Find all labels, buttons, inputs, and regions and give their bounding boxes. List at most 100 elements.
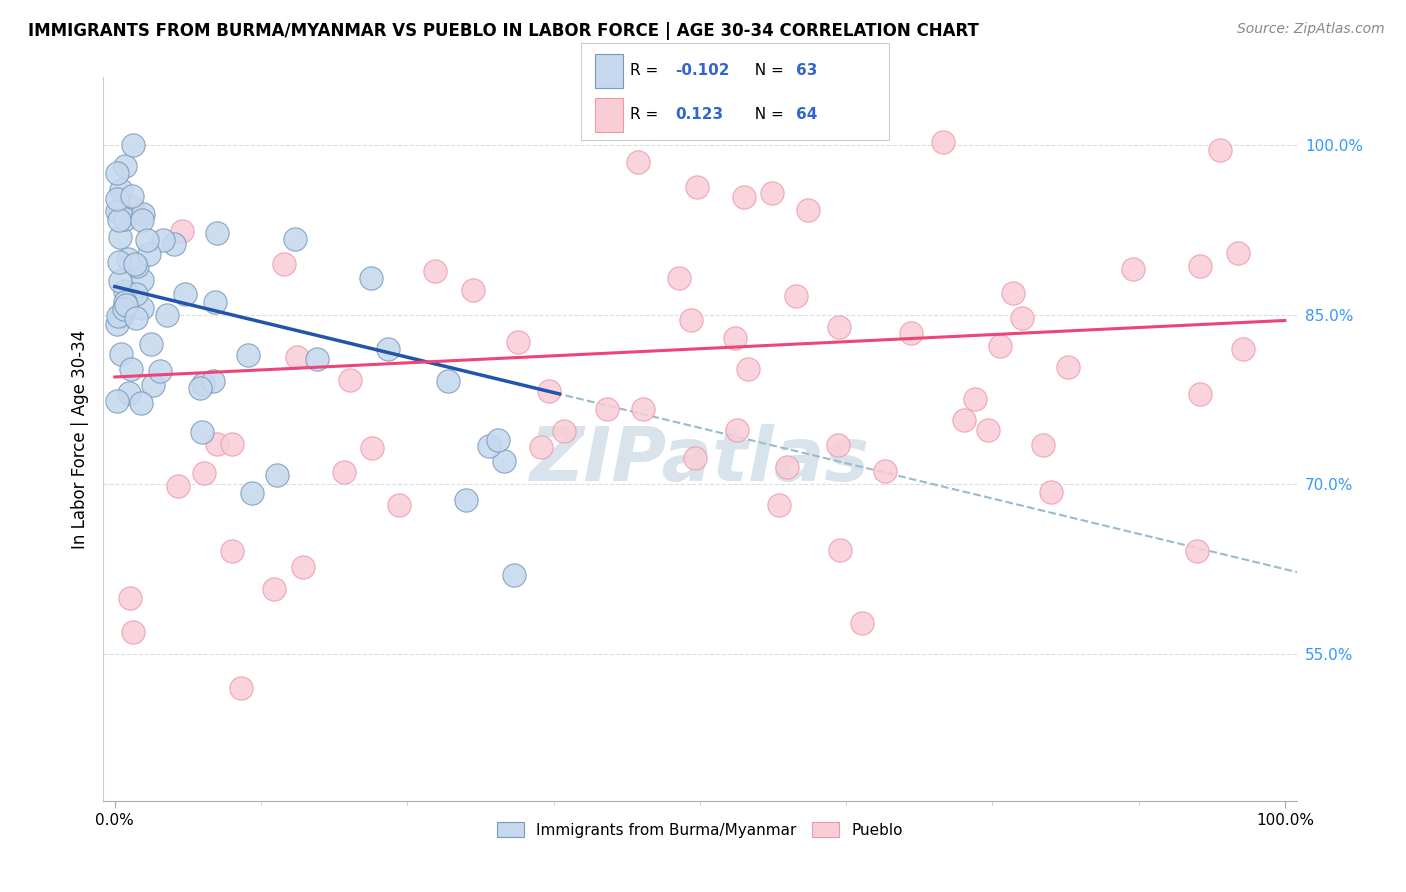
Point: [266, 468, 288, 483]
Point: [114, 294, 136, 309]
Point: [529, 440, 551, 454]
Point: [121, 138, 143, 153]
Point: [138, 247, 160, 261]
Point: [139, 337, 162, 351]
Point: [725, 423, 748, 437]
Point: [1031, 438, 1053, 452]
Text: R =: R =: [630, 107, 664, 122]
Point: [1189, 386, 1212, 401]
Point: [108, 212, 131, 227]
Point: [1057, 360, 1080, 375]
Point: [284, 232, 307, 246]
Text: N =: N =: [745, 107, 789, 122]
Point: [827, 438, 849, 452]
Point: [761, 186, 783, 201]
Point: [110, 347, 132, 361]
Point: [131, 301, 153, 315]
Point: [339, 373, 361, 387]
Point: [117, 252, 139, 267]
Point: [135, 233, 157, 247]
Point: [120, 362, 142, 376]
Point: [263, 582, 285, 596]
Text: 63: 63: [796, 63, 817, 78]
Point: [124, 257, 146, 271]
Point: [873, 464, 896, 478]
Point: [387, 498, 409, 512]
Point: [437, 374, 460, 388]
Point: [627, 154, 650, 169]
Point: [191, 425, 214, 440]
Point: [236, 348, 259, 362]
Point: [553, 424, 575, 438]
Point: [1122, 261, 1144, 276]
Point: [361, 441, 384, 455]
Point: [900, 326, 922, 340]
Point: [166, 479, 188, 493]
Point: [202, 374, 225, 388]
Point: [332, 465, 354, 479]
Point: [291, 560, 314, 574]
Text: ZIPatlas: ZIPatlas: [530, 425, 870, 498]
Y-axis label: In Labor Force | Age 30-34: In Labor Force | Age 30-34: [72, 329, 89, 549]
Point: [681, 313, 703, 327]
Point: [110, 183, 132, 197]
Point: [105, 204, 128, 219]
Point: [129, 396, 152, 410]
Point: [121, 200, 143, 214]
Point: [125, 311, 148, 326]
Point: [240, 486, 263, 500]
Point: [142, 378, 165, 392]
Point: [108, 229, 131, 244]
Point: [131, 207, 153, 221]
Point: [668, 270, 690, 285]
Point: [931, 135, 953, 149]
Point: [108, 205, 131, 219]
Point: [537, 384, 560, 398]
Point: [131, 273, 153, 287]
Point: [797, 202, 820, 217]
Point: [478, 439, 501, 453]
Point: [221, 436, 243, 450]
Point: [149, 364, 172, 378]
Point: [105, 394, 128, 409]
Point: [775, 460, 797, 475]
Point: [1187, 544, 1209, 558]
Point: [105, 317, 128, 331]
Point: [963, 392, 986, 407]
Point: [105, 192, 128, 206]
Point: [190, 381, 212, 395]
Point: [1040, 485, 1063, 500]
Text: R =: R =: [630, 63, 664, 78]
Point: [492, 453, 515, 467]
Text: 64: 64: [796, 107, 817, 122]
Point: [120, 591, 142, 605]
Point: [110, 308, 132, 322]
Point: [463, 283, 485, 297]
Point: [174, 286, 197, 301]
Point: [107, 309, 129, 323]
Point: [425, 264, 447, 278]
Point: [114, 298, 136, 312]
Text: -0.102: -0.102: [675, 63, 730, 78]
Point: [1227, 245, 1250, 260]
Point: [204, 295, 226, 310]
Point: [305, 352, 328, 367]
Point: [1011, 311, 1033, 326]
Point: [990, 339, 1012, 353]
Point: [131, 212, 153, 227]
Point: [110, 275, 132, 289]
Point: [107, 255, 129, 269]
Point: [377, 342, 399, 356]
Point: [114, 211, 136, 226]
Point: [285, 350, 308, 364]
Point: [828, 543, 851, 558]
Point: [273, 257, 295, 271]
Point: [191, 377, 214, 392]
Point: [486, 433, 509, 447]
Point: [172, 224, 194, 238]
Point: [1001, 285, 1024, 300]
Point: [456, 492, 478, 507]
Point: [121, 188, 143, 202]
Point: [112, 301, 135, 316]
Point: [768, 498, 790, 512]
